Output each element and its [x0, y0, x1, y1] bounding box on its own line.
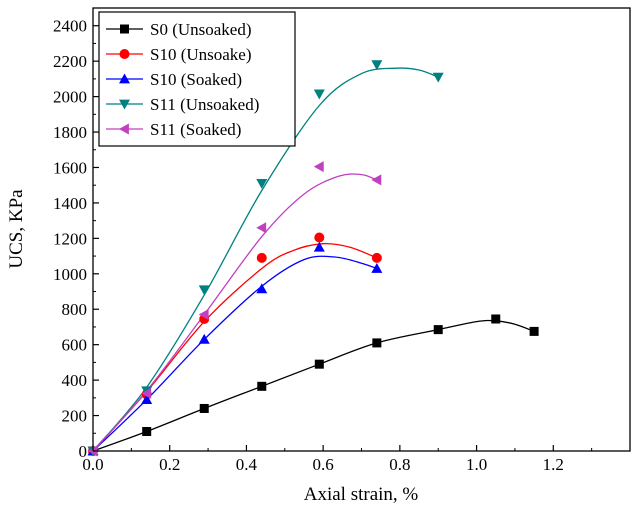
x-tick-label: 0.0 [82, 455, 103, 474]
x-tick-label: 1.2 [543, 455, 564, 474]
data-point [371, 60, 383, 71]
data-point [142, 427, 152, 437]
data-point [313, 89, 325, 100]
data-point [371, 174, 382, 186]
x-axis-title: Axial strain, % [304, 484, 419, 505]
legend-marker [120, 24, 129, 34]
y-axis-title: UCS, KPa [6, 189, 27, 269]
data-point [372, 338, 382, 348]
data-point [256, 179, 268, 189]
data-point [198, 285, 210, 296]
legend-label: S0 (Unsoaked) [150, 20, 252, 39]
series-curve [92, 67, 439, 452]
legend-label: S11 (Soaked) [150, 120, 241, 139]
data-point [198, 333, 210, 344]
y-tick-label: 1800 [53, 123, 87, 142]
data-point [257, 381, 267, 391]
data-point [141, 394, 153, 405]
x-tick-label: 0.4 [236, 455, 258, 474]
y-tick-label: 1000 [53, 265, 87, 284]
y-tick-label: 1600 [53, 158, 87, 177]
x-axis-ticks: 0.0 0.2 0.4 0.6 0.8 1.0 1.2 [82, 445, 593, 474]
y-tick-label: 1400 [53, 194, 87, 213]
series-curve [92, 319, 535, 452]
y-axis-ticks: 0 200 400 600 800 1000 1200 1400 1600 1800 2000 220… [53, 17, 99, 461]
data-point [313, 161, 324, 173]
y-tick-label: 2200 [53, 52, 87, 71]
y-tick-label: 200 [62, 407, 88, 426]
legend-label: S10 (Unsoake) [150, 45, 252, 64]
data-point [199, 403, 209, 413]
data-point [371, 252, 382, 263]
x-tick-label: 1.0 [466, 455, 487, 474]
data-point [141, 387, 152, 399]
data-point [314, 359, 324, 369]
data-point [256, 222, 267, 234]
data-point [198, 309, 209, 321]
series-curve [92, 255, 378, 452]
data-point [371, 262, 383, 273]
y-tick-label: 1200 [53, 229, 87, 248]
y-tick-label: 2000 [53, 88, 87, 107]
legend-label: S11 (Unsoaked) [150, 95, 259, 114]
data-markers [87, 60, 539, 457]
x-tick-label: 0.2 [159, 455, 180, 474]
data-point [529, 326, 539, 336]
data-point [314, 232, 325, 243]
y-tick-label: 800 [62, 300, 88, 319]
legend-marker [119, 49, 130, 59]
data-point [491, 314, 501, 324]
legend-label: S10 (Soaked) [150, 70, 242, 89]
series-curve [92, 242, 378, 452]
y-tick-label: 2400 [53, 17, 87, 36]
data-point [256, 252, 267, 263]
data-point [433, 325, 443, 335]
legend-marker [119, 99, 130, 110]
x-tick-label: 0.6 [313, 455, 334, 474]
data-point [432, 72, 444, 83]
y-tick-label: 400 [62, 371, 88, 390]
legend-marker [119, 123, 129, 135]
y-tick-label: 0 [79, 442, 88, 461]
series-curve [92, 173, 378, 452]
legend-marker [119, 73, 130, 84]
y-tick-label: 600 [62, 336, 88, 355]
data-point [313, 241, 325, 252]
data-point [256, 283, 268, 294]
legend: S0 (Unsoaked) S10 (Unsoake) S10 (Soaked) S1… [98, 11, 296, 147]
x-tick-label: 0.8 [389, 455, 410, 474]
